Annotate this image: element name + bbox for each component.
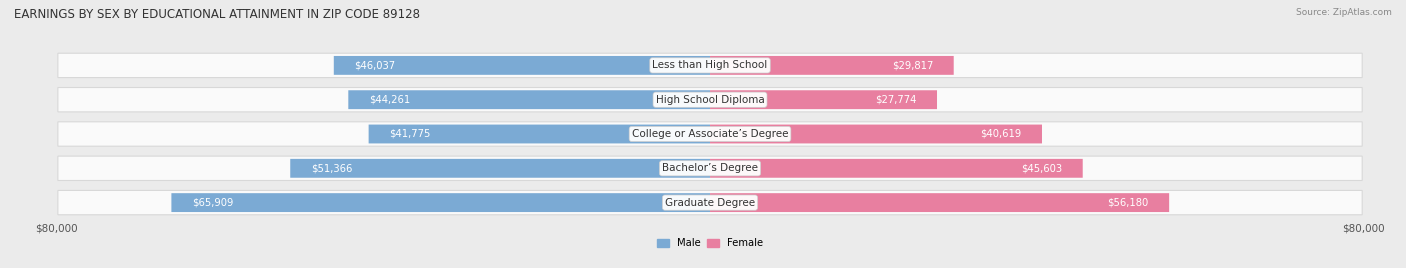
FancyBboxPatch shape [710, 159, 1083, 178]
FancyBboxPatch shape [710, 193, 1170, 212]
FancyBboxPatch shape [58, 156, 1362, 180]
Text: $41,775: $41,775 [389, 129, 430, 139]
Text: $51,366: $51,366 [311, 163, 352, 173]
FancyBboxPatch shape [58, 53, 1362, 77]
Legend: Male, Female: Male, Female [654, 234, 766, 252]
FancyBboxPatch shape [58, 122, 1362, 146]
FancyBboxPatch shape [333, 56, 710, 75]
FancyBboxPatch shape [58, 88, 1362, 112]
FancyBboxPatch shape [58, 191, 1362, 215]
Text: $40,619: $40,619 [980, 129, 1022, 139]
Text: $65,909: $65,909 [191, 198, 233, 208]
Text: Less than High School: Less than High School [652, 60, 768, 70]
FancyBboxPatch shape [710, 90, 936, 109]
Text: $45,603: $45,603 [1021, 163, 1063, 173]
Text: EARNINGS BY SEX BY EDUCATIONAL ATTAINMENT IN ZIP CODE 89128: EARNINGS BY SEX BY EDUCATIONAL ATTAINMEN… [14, 8, 420, 21]
Text: Bachelor’s Degree: Bachelor’s Degree [662, 163, 758, 173]
Text: Graduate Degree: Graduate Degree [665, 198, 755, 208]
Text: $46,037: $46,037 [354, 60, 395, 70]
Text: $44,261: $44,261 [368, 95, 411, 105]
Text: College or Associate’s Degree: College or Associate’s Degree [631, 129, 789, 139]
FancyBboxPatch shape [710, 56, 953, 75]
FancyBboxPatch shape [172, 193, 710, 212]
Text: $27,774: $27,774 [875, 95, 917, 105]
FancyBboxPatch shape [368, 125, 710, 143]
Text: Source: ZipAtlas.com: Source: ZipAtlas.com [1296, 8, 1392, 17]
FancyBboxPatch shape [710, 125, 1042, 143]
Text: $56,180: $56,180 [1108, 198, 1149, 208]
FancyBboxPatch shape [290, 159, 710, 178]
Text: High School Diploma: High School Diploma [655, 95, 765, 105]
FancyBboxPatch shape [349, 90, 710, 109]
Text: $29,817: $29,817 [891, 60, 934, 70]
